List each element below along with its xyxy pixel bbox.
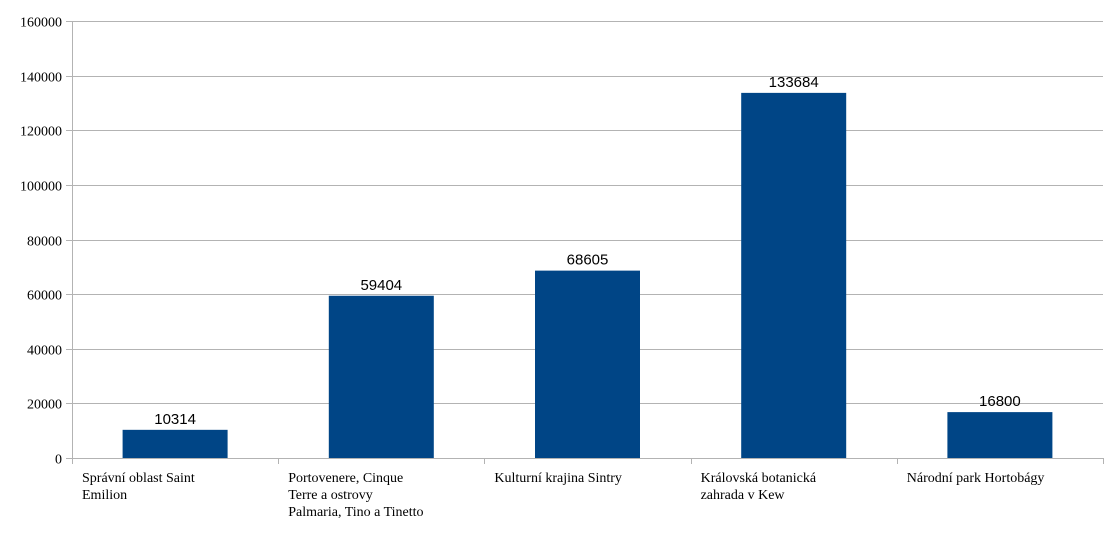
- y-tick-label: 80000: [27, 235, 62, 250]
- category-label: Královská botanická: [701, 471, 817, 486]
- category-label: zahrada v Kew: [701, 488, 786, 503]
- data-label: 10314: [154, 411, 196, 428]
- category-label: Národní park Hortobágy: [907, 471, 1045, 486]
- data-label: 59404: [360, 277, 402, 294]
- data-label: 133684: [769, 74, 819, 91]
- y-tick-label: 120000: [20, 125, 62, 140]
- category-label: Emilion: [82, 488, 127, 503]
- bar: [122, 429, 228, 458]
- category-labels: Správní oblast Saint Emilion Portovenere, …: [82, 471, 1044, 520]
- y-tick-label: 140000: [20, 71, 62, 86]
- bar: [328, 295, 434, 458]
- category-label: Terre a ostrovy: [288, 488, 373, 503]
- category-label: Správní oblast Saint: [82, 471, 195, 486]
- data-label: 16800: [979, 393, 1021, 410]
- y-tick-label: 160000: [20, 16, 62, 31]
- y-axis-ticks: 0 20000 40000 60000 80000 100000 120000 140000 1…: [20, 16, 62, 468]
- bar: [535, 270, 640, 458]
- bar: [947, 412, 1053, 458]
- category-label: Kulturní krajina Sintry: [494, 471, 622, 486]
- bars: [122, 92, 1053, 458]
- y-tick-label: 40000: [27, 344, 62, 359]
- y-tick-label: 60000: [27, 289, 62, 304]
- category-label: Palmaria, Tino a Tinetto: [288, 505, 423, 520]
- y-tick-label: 0: [55, 453, 62, 468]
- data-label: 68605: [567, 252, 609, 269]
- bar: [741, 92, 847, 458]
- gridlines: [66, 21, 1103, 459]
- data-labels: 10314 59404 68605 133684 16800: [154, 74, 1021, 428]
- x-axis: [72, 21, 1104, 464]
- category-label: Portovenere, Cinque: [288, 471, 403, 486]
- y-tick-label: 20000: [27, 398, 62, 413]
- y-tick-label: 100000: [20, 180, 62, 195]
